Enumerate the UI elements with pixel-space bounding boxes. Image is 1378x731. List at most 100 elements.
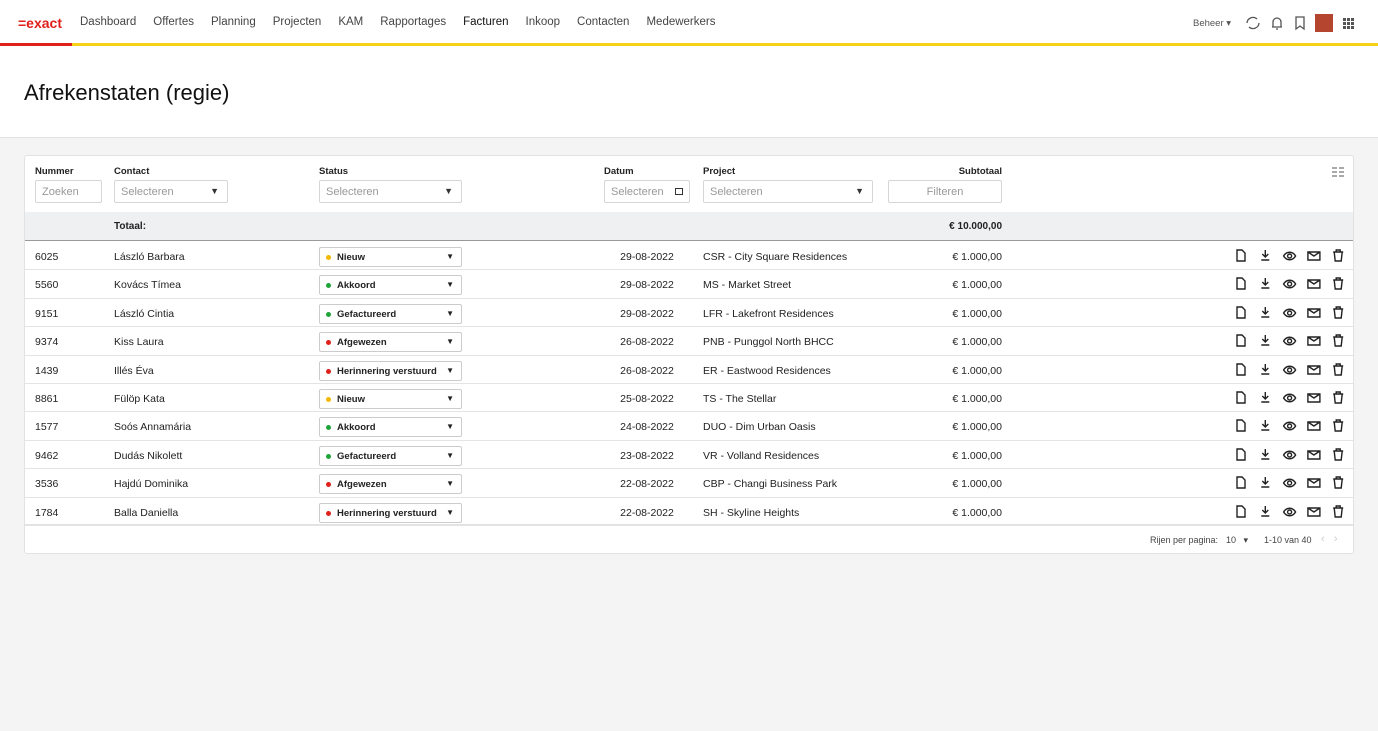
view-icon[interactable] xyxy=(1282,336,1297,346)
menu-label[interactable]: Beheer xyxy=(1193,18,1224,29)
mail-icon[interactable] xyxy=(1307,364,1321,375)
logo-tab[interactable] xyxy=(0,0,72,46)
delete-icon[interactable] xyxy=(1333,306,1344,319)
mail-icon[interactable] xyxy=(1307,478,1321,488)
filter[interactable]: Zoeken xyxy=(35,180,102,203)
apps-icon[interactable] xyxy=(1343,18,1354,29)
bell-icon[interactable] xyxy=(1272,17,1282,30)
mail-icon[interactable] xyxy=(1307,393,1321,403)
status-select[interactable]: Akkoord ▼ xyxy=(319,417,462,438)
download-icon[interactable] xyxy=(1261,335,1270,346)
status-select[interactable]: Nieuw ▼ xyxy=(319,389,462,409)
per-page-select[interactable]: 10 ▾ xyxy=(1226,535,1249,545)
status-select[interactable]: Nieuw ▼ xyxy=(319,247,462,267)
delete-icon[interactable] xyxy=(1333,277,1344,291)
status-select[interactable]: Afgewezen ▼ xyxy=(319,332,462,353)
delete-icon[interactable] xyxy=(1333,419,1344,433)
document-icon[interactable] xyxy=(1236,249,1246,262)
download-icon[interactable] xyxy=(1261,363,1270,375)
download-icon[interactable] xyxy=(1261,278,1270,290)
filter[interactable]: Selecteren xyxy=(604,180,690,203)
number: 5560 xyxy=(35,279,59,292)
number: 1439 xyxy=(35,364,59,377)
menu[interactable]: Beheer ▾ xyxy=(1193,18,1232,29)
status-select[interactable]: Akkoord ▼ xyxy=(319,275,462,296)
nav-item[interactable]: Medewerkers xyxy=(646,16,716,28)
mail-icon[interactable] xyxy=(1307,308,1321,318)
download-icon[interactable] xyxy=(1261,392,1270,403)
delete-icon[interactable] xyxy=(1333,362,1344,376)
delete-icon[interactable] xyxy=(1333,391,1344,404)
page-arrows[interactable]: ‹ › xyxy=(1321,533,1338,545)
avatar[interactable] xyxy=(1315,14,1333,32)
view-icon[interactable] xyxy=(1282,251,1297,261)
date: 26-08-2022 xyxy=(620,364,674,377)
view-icon[interactable] xyxy=(1282,450,1297,460)
status-select[interactable]: Herinnering verstuurd ▼ xyxy=(319,502,462,523)
bookmark-icon[interactable] xyxy=(1295,16,1305,31)
download-icon[interactable] xyxy=(1261,420,1270,432)
document-icon[interactable] xyxy=(1236,419,1246,433)
view-icon[interactable] xyxy=(1282,308,1297,318)
view-icon[interactable] xyxy=(1282,421,1297,431)
columns-icon[interactable] xyxy=(1331,166,1345,178)
view-icon[interactable] xyxy=(1282,507,1297,517)
download-icon[interactable] xyxy=(1261,250,1270,261)
refresh-icon[interactable] xyxy=(1246,16,1260,30)
document-icon[interactable] xyxy=(1236,391,1246,404)
delete-icon[interactable] xyxy=(1333,476,1344,489)
nav-item[interactable]: Facturen xyxy=(463,16,509,28)
document-icon[interactable] xyxy=(1236,476,1246,489)
nav-item[interactable]: Dashboard xyxy=(80,16,137,28)
filter[interactable]: Selecteren ▼ xyxy=(114,180,228,203)
mail-icon[interactable] xyxy=(1307,279,1321,290)
nav-item[interactable]: Contacten xyxy=(577,16,630,28)
document-icon[interactable] xyxy=(1236,334,1246,347)
column-header: Contact xyxy=(114,166,150,177)
number: 3536 xyxy=(35,478,59,491)
nav-item[interactable]: Planning xyxy=(210,16,256,28)
delete-icon[interactable] xyxy=(1333,249,1344,262)
mail-icon[interactable] xyxy=(1307,421,1321,432)
view-icon[interactable] xyxy=(1282,478,1297,488)
document-icon[interactable] xyxy=(1236,448,1246,461)
nav-item[interactable]: Rapportages xyxy=(380,16,447,28)
nav-item[interactable]: Inkoop xyxy=(525,16,561,28)
document-icon[interactable] xyxy=(1236,306,1246,319)
mail-icon[interactable] xyxy=(1307,450,1321,460)
delete-icon[interactable] xyxy=(1333,504,1344,518)
project: LFR - Lakefront Residences xyxy=(703,307,834,320)
subtotal: € 1.000,00 xyxy=(952,478,1002,491)
nav-item[interactable]: Offertes xyxy=(153,16,194,28)
subtotal: € 1.000,00 xyxy=(952,421,1002,434)
mail-icon[interactable] xyxy=(1307,251,1321,261)
mail-icon[interactable] xyxy=(1307,506,1321,517)
status-select[interactable]: Afgewezen ▼ xyxy=(319,474,462,495)
document-icon[interactable] xyxy=(1236,504,1246,518)
nav-item[interactable]: KAM xyxy=(338,16,364,28)
row-actions xyxy=(1236,362,1344,376)
document-icon[interactable] xyxy=(1236,362,1246,376)
download-icon[interactable] xyxy=(1261,505,1270,517)
filter[interactable]: Selecteren ▼ xyxy=(319,180,462,203)
delete-icon[interactable] xyxy=(1333,334,1344,347)
filter[interactable]: Selecteren ▼ xyxy=(703,180,873,203)
nav-item[interactable]: Projecten xyxy=(272,16,322,28)
download-icon[interactable] xyxy=(1261,448,1270,460)
status-select[interactable]: Gefactureerd ▼ xyxy=(319,303,462,324)
delete-icon[interactable] xyxy=(1333,448,1344,461)
view-icon[interactable] xyxy=(1282,393,1297,403)
table-row: 1439 Illés Éva Herinnering verstuurd ▼ 26-08… xyxy=(25,356,1353,384)
view-icon[interactable] xyxy=(1282,365,1297,375)
mail-icon[interactable] xyxy=(1307,336,1321,346)
view-icon[interactable] xyxy=(1282,279,1297,289)
status-select[interactable]: Herinnering verstuurd ▼ xyxy=(319,360,462,381)
download-icon[interactable] xyxy=(1261,477,1270,488)
status-dot xyxy=(326,283,331,289)
download-icon[interactable] xyxy=(1261,306,1270,318)
filter[interactable]: Filteren xyxy=(888,180,1002,203)
status-select[interactable]: Gefactureerd ▼ xyxy=(319,445,462,466)
status-dot xyxy=(326,255,331,260)
document-icon[interactable] xyxy=(1236,277,1246,291)
logo[interactable]: =exact xyxy=(18,15,62,31)
